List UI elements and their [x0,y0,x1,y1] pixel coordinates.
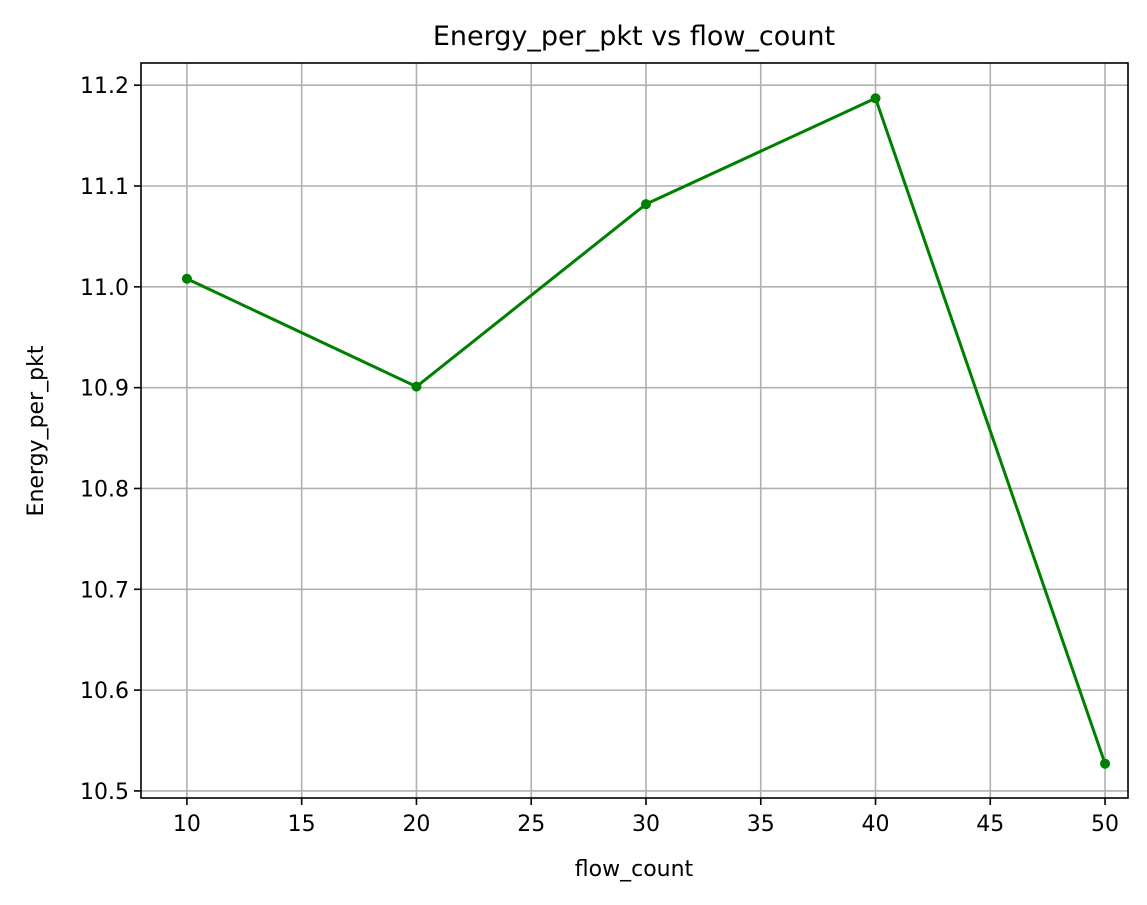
x-tick-label: 25 [517,812,545,837]
data-point [411,381,422,392]
y-axis-title: Energy_per_pkt [24,345,49,516]
data-point [1100,758,1111,769]
x-axis-title: flow_count [575,857,694,882]
plot-area-frame [140,62,1129,799]
x-tick-label: 10 [173,812,201,837]
y-tick-label: 10.8 [80,477,129,502]
tick-marks [134,84,1106,805]
x-tick-label: 45 [976,812,1004,837]
data-point [870,93,881,104]
data-point [640,199,651,210]
x-tick-label: 40 [862,812,890,837]
y-tick-label: 11.0 [80,276,129,301]
y-tick-labels: 10.5 10.6 10.7 10.8 10.9 11.0 11.1 11.2 [80,74,129,805]
chart-title: Energy_per_pkt vs flow_count [433,21,835,52]
x-tick-label: 15 [288,812,316,837]
y-tick-label: 10.9 [80,377,129,402]
x-tick-labels: 10 15 20 25 30 35 40 45 50 [173,812,1119,837]
y-tick-label: 11.2 [80,74,129,99]
grid-lines [141,63,1128,798]
data-point [181,273,192,284]
x-tick-label: 30 [632,812,660,837]
y-tick-label: 10.7 [80,578,129,603]
y-tick-label: 10.5 [80,780,129,805]
x-tick-label: 20 [402,812,430,837]
x-tick-label: 35 [747,812,775,837]
y-tick-label: 11.1 [80,175,129,200]
series-layer [181,93,1111,769]
x-tick-label: 50 [1091,812,1119,837]
y-tick-label: 10.6 [80,679,129,704]
